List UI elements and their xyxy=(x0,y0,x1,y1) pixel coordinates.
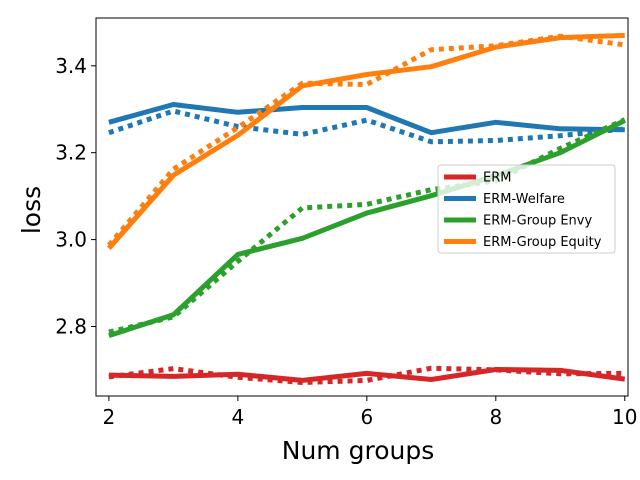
series-layer xyxy=(106,32,626,385)
x-tick-label: 2 xyxy=(103,405,116,429)
x-axis-ticks: 2 4 6 8 10 xyxy=(103,396,638,429)
y-axis-ticks: 2.8 3.0 3.2 3.4 xyxy=(55,54,96,338)
y-tick-label: 2.8 xyxy=(55,314,87,338)
legend-label-erm-group-envy: ERM-Group Envy xyxy=(483,214,592,229)
series-line-erm-group-equity-solid xyxy=(107,32,625,250)
legend-label-erm-welfare: ERM-Welfare xyxy=(483,192,565,207)
x-axis-label: Num groups xyxy=(282,436,434,465)
x-tick-label: 10 xyxy=(612,405,637,429)
series-line-erm-solid xyxy=(108,367,626,383)
y-tick-label: 3.2 xyxy=(55,141,87,165)
y-axis-label: loss xyxy=(17,186,46,234)
x-tick-label: 6 xyxy=(360,405,373,429)
series-line-erm-welfare-solid xyxy=(108,102,625,136)
series-line-erm-welfare-dotted xyxy=(108,108,626,145)
legend-label-erm-group-equity: ERM-Group Equity xyxy=(483,235,602,250)
legend-box xyxy=(437,164,616,254)
series-line-erm-group-envy-solid xyxy=(108,118,626,338)
plot-frame xyxy=(95,17,629,397)
x-tick-label: 4 xyxy=(231,405,244,429)
series-line-erm-group-envy-dotted xyxy=(108,117,626,335)
y-tick-label: 3.4 xyxy=(55,54,87,78)
legend: ERM ERM-Welfare ERM-Group Envy ERM-Group Eq… xyxy=(437,164,616,254)
x-tick-label: 8 xyxy=(489,405,502,429)
legend-label-erm: ERM xyxy=(483,171,511,186)
y-tick-label: 3.0 xyxy=(55,228,87,252)
